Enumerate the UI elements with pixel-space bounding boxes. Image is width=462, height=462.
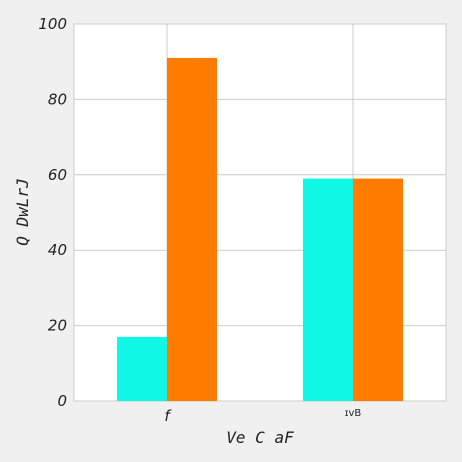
bar [303,179,353,401]
bar [117,337,167,401]
bar [353,179,403,401]
y-tick-label: 20 [48,317,67,335]
x-tick-label: f [164,407,172,425]
x-tick-label: ɪvB [345,408,362,419]
y-tick-label: 60 [48,166,67,184]
y-tick-label: 100 [38,15,67,33]
y-axis-label: Q DwLrJ [13,178,32,245]
y-tick-label: 40 [48,241,67,259]
bar [167,58,217,401]
y-tick-label: 80 [48,90,67,108]
y-tick-label: 0 [57,392,67,410]
x-axis-label: Ve C aF [226,428,294,447]
